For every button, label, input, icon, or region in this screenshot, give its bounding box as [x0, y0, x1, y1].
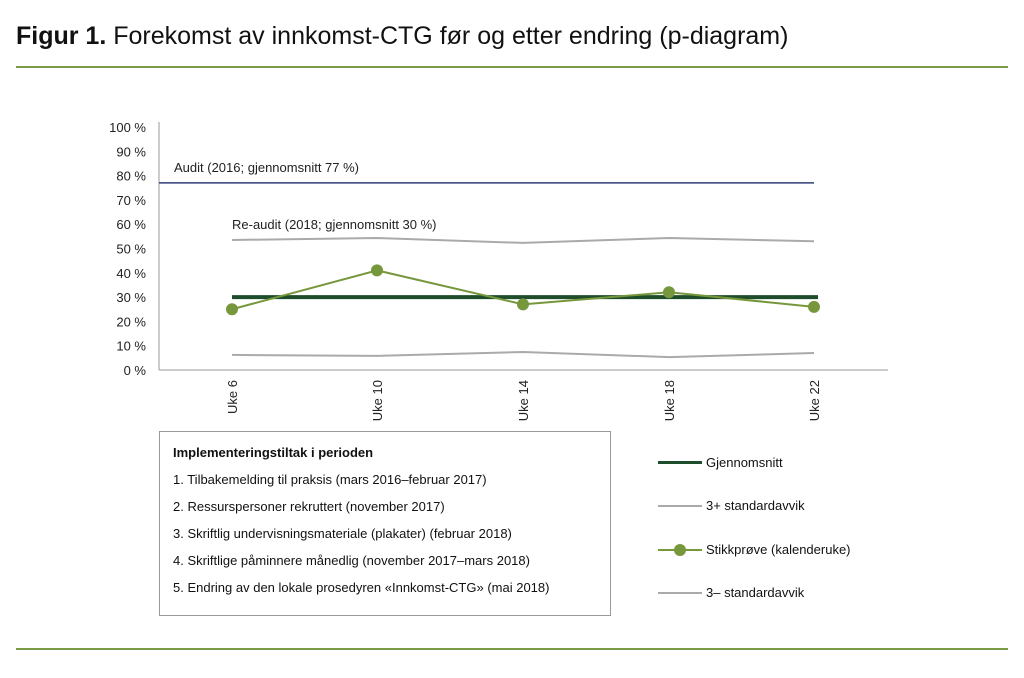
y-tick-label: 30 % [116, 290, 146, 305]
sample-point [371, 264, 383, 277]
y-tick-label: 20 % [116, 314, 146, 329]
sample-point [663, 286, 675, 299]
legend-label: 3– standardavvik [706, 585, 805, 600]
y-tick-label: 60 % [116, 217, 146, 232]
reaudit-annotation: Re-audit (2018; gjennomsnitt 30 %) [232, 217, 437, 232]
y-tick-label: 50 % [116, 242, 146, 257]
legend-label: 3+ standardavvik [706, 498, 805, 513]
legend-sample: Stikkprøve (kalenderuke) [658, 542, 851, 557]
x-tick-label: Uke 14 [516, 380, 531, 421]
y-tick-label: 70 % [116, 193, 146, 208]
x-tick-label: Uke 6 [225, 380, 240, 414]
legend-upper: 3+ standardavvik [658, 498, 805, 513]
y-tick-label: 0 % [124, 363, 147, 378]
figure-title: Figur 1. Forekomst av innkomst-CTG før o… [16, 22, 788, 51]
y-tick-label: 10 % [116, 339, 146, 354]
x-tick-label: Uke 22 [807, 380, 822, 421]
y-tick-label: 40 % [116, 266, 146, 281]
sample-point [808, 300, 820, 313]
legend-swatch [658, 543, 702, 556]
legend-label: Stikkprøve (kalenderuke) [706, 542, 851, 557]
legend-lower: 3– standardavvik [658, 585, 804, 600]
legend-mean: Gjennomsnitt [658, 455, 783, 470]
p-chart: 0 % 10 % 20 % 30 % 40 % 50 % 60 % 70 % 80 % 90 % 1… [109, 120, 888, 421]
x-tick-label: Uke 10 [370, 380, 385, 421]
series-line-1 [231, 237, 815, 244]
legend-label: Gjennomsnitt [706, 455, 783, 470]
implementation-item: 5. Endring av den lokale prosedyren «Inn… [173, 580, 550, 595]
sample-point [517, 298, 529, 311]
figure-number: Figur 1. [16, 22, 107, 50]
series-line-3 [231, 351, 815, 359]
implementation-item: 3. Skriftlig undervisningsmateriale (pla… [173, 526, 512, 541]
y-tick-label: 90 % [116, 144, 146, 159]
legend-swatch [658, 591, 702, 594]
bottom-rule [16, 648, 1008, 650]
implementation-item: 1. Tilbakemelding til praksis (mars 2016… [173, 472, 487, 487]
x-tick-label: Uke 18 [662, 380, 677, 421]
top-rule [16, 66, 1008, 68]
implementation-item: 2. Ressurspersoner rekruttert (november … [173, 499, 445, 514]
y-tick-label: 80 % [116, 169, 146, 184]
legend-swatch [658, 504, 702, 507]
implementation-heading: Implementeringstiltak i perioden [173, 445, 374, 460]
sample-point [226, 303, 238, 316]
y-tick-label: 100 % [109, 120, 146, 135]
implementation-box: Implementeringstiltak i perioden 1. Tilb… [159, 431, 611, 616]
figure-title-text: Forekomst av innkomst-CTG før og etter e… [113, 22, 789, 50]
legend-swatch [658, 461, 702, 464]
audit-annotation: Audit (2016; gjennomsnitt 77 %) [174, 160, 359, 175]
implementation-item: 4. Skriftlige påminnere månedlig (novemb… [173, 553, 530, 568]
